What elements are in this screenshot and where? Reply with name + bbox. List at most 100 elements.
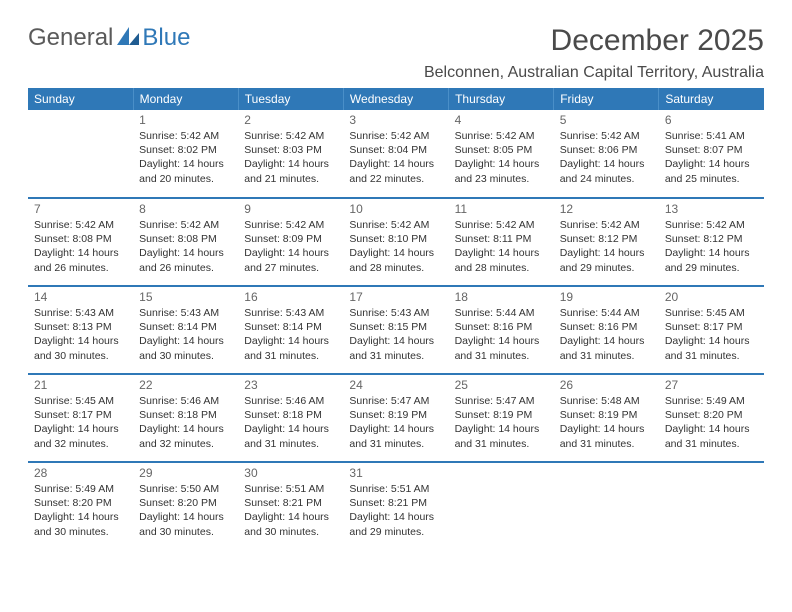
calendar-cell bbox=[554, 462, 659, 550]
day-details: Sunrise: 5:45 AMSunset: 8:17 PMDaylight:… bbox=[34, 394, 127, 451]
day-header: Wednesday bbox=[343, 88, 448, 110]
day-header: Tuesday bbox=[238, 88, 343, 110]
day-number: 21 bbox=[34, 378, 127, 392]
calendar-cell: 25Sunrise: 5:47 AMSunset: 8:19 PMDayligh… bbox=[449, 374, 554, 462]
sunrise-text: Sunrise: 5:42 AM bbox=[139, 218, 232, 232]
day-details: Sunrise: 5:42 AMSunset: 8:03 PMDaylight:… bbox=[244, 129, 337, 186]
day-details: Sunrise: 5:42 AMSunset: 8:08 PMDaylight:… bbox=[34, 218, 127, 275]
calendar-cell: 24Sunrise: 5:47 AMSunset: 8:19 PMDayligh… bbox=[343, 374, 448, 462]
sunset-text: Sunset: 8:20 PM bbox=[139, 496, 232, 510]
day-details: Sunrise: 5:48 AMSunset: 8:19 PMDaylight:… bbox=[560, 394, 653, 451]
sunrise-text: Sunrise: 5:42 AM bbox=[349, 129, 442, 143]
daylight-text: Daylight: 14 hours and 31 minutes. bbox=[560, 334, 653, 362]
sunrise-text: Sunrise: 5:47 AM bbox=[455, 394, 548, 408]
sunset-text: Sunset: 8:09 PM bbox=[244, 232, 337, 246]
day-details: Sunrise: 5:43 AMSunset: 8:14 PMDaylight:… bbox=[244, 306, 337, 363]
day-number: 8 bbox=[139, 202, 232, 216]
calendar-week-row: 7Sunrise: 5:42 AMSunset: 8:08 PMDaylight… bbox=[28, 198, 764, 286]
day-number: 20 bbox=[665, 290, 758, 304]
daylight-text: Daylight: 14 hours and 25 minutes. bbox=[665, 157, 758, 185]
sunset-text: Sunset: 8:08 PM bbox=[34, 232, 127, 246]
day-number: 28 bbox=[34, 466, 127, 480]
sunset-text: Sunset: 8:18 PM bbox=[244, 408, 337, 422]
calendar-cell: 7 Sunrise: 5:42 AMSunset: 8:08 PMDaylight… bbox=[28, 198, 133, 286]
day-number: 1 bbox=[139, 113, 232, 127]
sunset-text: Sunset: 8:21 PM bbox=[349, 496, 442, 510]
calendar-cell bbox=[659, 462, 764, 550]
calendar-cell: 17Sunrise: 5:43 AMSunset: 8:15 PMDayligh… bbox=[343, 286, 448, 374]
sunset-text: Sunset: 8:07 PM bbox=[665, 143, 758, 157]
sunset-text: Sunset: 8:14 PM bbox=[244, 320, 337, 334]
daylight-text: Daylight: 14 hours and 29 minutes. bbox=[665, 246, 758, 274]
sunrise-text: Sunrise: 5:42 AM bbox=[349, 218, 442, 232]
sunrise-text: Sunrise: 5:44 AM bbox=[560, 306, 653, 320]
day-details: Sunrise: 5:46 AMSunset: 8:18 PMDaylight:… bbox=[244, 394, 337, 451]
day-number: 12 bbox=[560, 202, 653, 216]
sunset-text: Sunset: 8:12 PM bbox=[665, 232, 758, 246]
sunset-text: Sunset: 8:04 PM bbox=[349, 143, 442, 157]
calendar-week-row: 1 Sunrise: 5:42 AMSunset: 8:02 PMDaylight… bbox=[28, 110, 764, 198]
day-details: Sunrise: 5:42 AMSunset: 8:10 PMDaylight:… bbox=[349, 218, 442, 275]
sunrise-text: Sunrise: 5:45 AM bbox=[665, 306, 758, 320]
day-number: 24 bbox=[349, 378, 442, 392]
day-details: Sunrise: 5:42 AMSunset: 8:06 PMDaylight:… bbox=[560, 129, 653, 186]
calendar-cell: 12Sunrise: 5:42 AMSunset: 8:12 PMDayligh… bbox=[554, 198, 659, 286]
sunset-text: Sunset: 8:20 PM bbox=[665, 408, 758, 422]
day-header-row: Sunday Monday Tuesday Wednesday Thursday… bbox=[28, 88, 764, 110]
sunset-text: Sunset: 8:16 PM bbox=[455, 320, 548, 334]
calendar-cell bbox=[449, 462, 554, 550]
calendar-cell: 13Sunrise: 5:42 AMSunset: 8:12 PMDayligh… bbox=[659, 198, 764, 286]
day-number: 25 bbox=[455, 378, 548, 392]
day-details: Sunrise: 5:44 AMSunset: 8:16 PMDaylight:… bbox=[455, 306, 548, 363]
day-details: Sunrise: 5:42 AMSunset: 8:09 PMDaylight:… bbox=[244, 218, 337, 275]
calendar-cell bbox=[28, 110, 133, 198]
daylight-text: Daylight: 14 hours and 22 minutes. bbox=[349, 157, 442, 185]
calendar-cell: 23Sunrise: 5:46 AMSunset: 8:18 PMDayligh… bbox=[238, 374, 343, 462]
logo-mark-icon bbox=[117, 24, 139, 52]
daylight-text: Daylight: 14 hours and 30 minutes. bbox=[139, 334, 232, 362]
day-number: 7 bbox=[34, 202, 127, 216]
sunrise-text: Sunrise: 5:42 AM bbox=[244, 129, 337, 143]
sunset-text: Sunset: 8:05 PM bbox=[455, 143, 548, 157]
sunrise-text: Sunrise: 5:43 AM bbox=[349, 306, 442, 320]
calendar-cell: 16Sunrise: 5:43 AMSunset: 8:14 PMDayligh… bbox=[238, 286, 343, 374]
sunrise-text: Sunrise: 5:42 AM bbox=[139, 129, 232, 143]
daylight-text: Daylight: 14 hours and 28 minutes. bbox=[349, 246, 442, 274]
sunset-text: Sunset: 8:18 PM bbox=[139, 408, 232, 422]
calendar-cell: 3Sunrise: 5:42 AMSunset: 8:04 PMDaylight… bbox=[343, 110, 448, 198]
calendar-cell: 29Sunrise: 5:50 AMSunset: 8:20 PMDayligh… bbox=[133, 462, 238, 550]
daylight-text: Daylight: 14 hours and 31 minutes. bbox=[244, 422, 337, 450]
sunrise-text: Sunrise: 5:42 AM bbox=[455, 218, 548, 232]
logo-text-2: Blue bbox=[142, 24, 190, 52]
month-title: December 2025 bbox=[424, 24, 764, 58]
sunrise-text: Sunrise: 5:47 AM bbox=[349, 394, 442, 408]
day-number: 2 bbox=[244, 113, 337, 127]
day-number: 22 bbox=[139, 378, 232, 392]
sunrise-text: Sunrise: 5:42 AM bbox=[455, 129, 548, 143]
day-number: 29 bbox=[139, 466, 232, 480]
day-details: Sunrise: 5:51 AMSunset: 8:21 PMDaylight:… bbox=[244, 482, 337, 539]
calendar-cell: 18Sunrise: 5:44 AMSunset: 8:16 PMDayligh… bbox=[449, 286, 554, 374]
day-number: 11 bbox=[455, 202, 548, 216]
daylight-text: Daylight: 14 hours and 30 minutes. bbox=[34, 334, 127, 362]
calendar-cell: 4Sunrise: 5:42 AMSunset: 8:05 PMDaylight… bbox=[449, 110, 554, 198]
sunrise-text: Sunrise: 5:42 AM bbox=[560, 129, 653, 143]
daylight-text: Daylight: 14 hours and 31 minutes. bbox=[244, 334, 337, 362]
day-details: Sunrise: 5:45 AMSunset: 8:17 PMDaylight:… bbox=[665, 306, 758, 363]
sunrise-text: Sunrise: 5:45 AM bbox=[34, 394, 127, 408]
day-details: Sunrise: 5:42 AMSunset: 8:02 PMDaylight:… bbox=[139, 129, 232, 186]
sunset-text: Sunset: 8:08 PM bbox=[139, 232, 232, 246]
daylight-text: Daylight: 14 hours and 31 minutes. bbox=[455, 334, 548, 362]
calendar-cell: 14Sunrise: 5:43 AMSunset: 8:13 PMDayligh… bbox=[28, 286, 133, 374]
calendar-cell: 30Sunrise: 5:51 AMSunset: 8:21 PMDayligh… bbox=[238, 462, 343, 550]
sunset-text: Sunset: 8:12 PM bbox=[560, 232, 653, 246]
sunrise-text: Sunrise: 5:43 AM bbox=[34, 306, 127, 320]
daylight-text: Daylight: 14 hours and 31 minutes. bbox=[455, 422, 548, 450]
page-header: General Blue December 2025 Belconnen, Au… bbox=[28, 24, 764, 82]
day-header: Monday bbox=[133, 88, 238, 110]
sunset-text: Sunset: 8:17 PM bbox=[34, 408, 127, 422]
day-details: Sunrise: 5:51 AMSunset: 8:21 PMDaylight:… bbox=[349, 482, 442, 539]
calendar-page: General Blue December 2025 Belconnen, Au… bbox=[0, 0, 792, 574]
sunrise-text: Sunrise: 5:51 AM bbox=[349, 482, 442, 496]
sunset-text: Sunset: 8:19 PM bbox=[560, 408, 653, 422]
